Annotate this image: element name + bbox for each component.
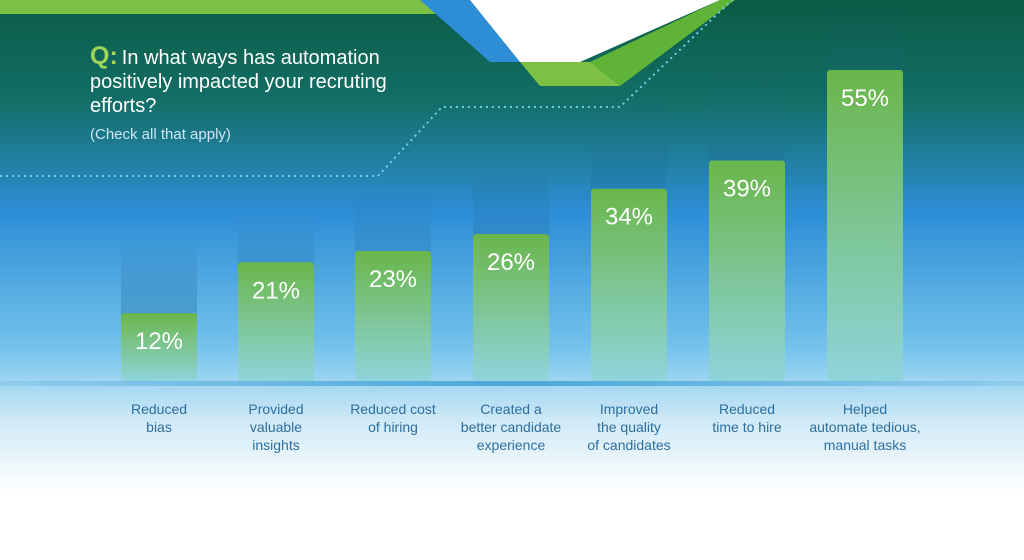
- bar: [121, 313, 197, 381]
- bar: [709, 160, 785, 381]
- bar: [473, 233, 549, 381]
- bar: [355, 250, 431, 381]
- question-note: (Check all that apply): [90, 126, 231, 143]
- value-label: 34%: [605, 204, 653, 231]
- value-label: 12%: [135, 328, 183, 355]
- bar: [591, 188, 667, 381]
- bar: [238, 262, 314, 381]
- category-label-line: insights: [252, 437, 300, 453]
- category-label: Helped automate tedious, manual tasks: [805, 400, 925, 454]
- category-label: Improved the quality of candidates: [569, 400, 689, 454]
- category-label-line: the quality: [597, 419, 661, 435]
- category-label: Reduced time to hire: [687, 400, 807, 436]
- category-label-line: manual tasks: [823, 437, 907, 453]
- category-label: Reduced bias: [99, 400, 219, 436]
- question-block: Q: In what ways has automation positively…: [90, 44, 450, 144]
- top-decoration: [0, 0, 735, 86]
- value-labels: 12% 21% 23% 26% 34% 39% 55%: [135, 85, 889, 355]
- category-label-line: Created a: [480, 401, 542, 417]
- dotted-connector: [0, 0, 733, 177]
- value-label: 21%: [252, 277, 300, 304]
- question-prefix: Q:: [90, 42, 118, 70]
- question-title: Q: In what ways has automation positively…: [90, 44, 450, 118]
- category-label-line: Provided: [248, 401, 304, 417]
- category-label-line: bias: [146, 419, 172, 435]
- category-label-line: Reduced: [130, 401, 188, 417]
- category-label-line: Reduced: [718, 401, 776, 417]
- bar: [827, 70, 903, 381]
- category-label: Reduced cost of hiring: [333, 400, 453, 436]
- question-text: In what ways has automation positively i…: [90, 47, 387, 117]
- value-label: 23%: [369, 266, 417, 293]
- category-label-line: of candidates: [587, 437, 671, 453]
- category-label-line: better candidate: [460, 419, 562, 435]
- category-label-line: of hiring: [368, 419, 418, 435]
- category-label-line: experience: [476, 437, 546, 453]
- category-label-line: automate tedious,: [809, 419, 921, 435]
- category-label-line: Helped: [842, 401, 888, 417]
- category-label-line: time to hire: [712, 419, 782, 435]
- category-label-line: valuable: [249, 419, 303, 435]
- value-label: 26%: [487, 249, 535, 276]
- category-label: Provided valuable insights: [216, 400, 336, 454]
- value-label: 39%: [723, 175, 771, 202]
- category-label: Created a better candidate experience: [451, 400, 571, 454]
- baseline: [0, 381, 1024, 386]
- category-label-line: Reduced cost: [350, 401, 436, 417]
- category-label-line: Improved: [599, 401, 659, 417]
- bars: [121, 70, 903, 381]
- value-label: 55%: [841, 85, 889, 112]
